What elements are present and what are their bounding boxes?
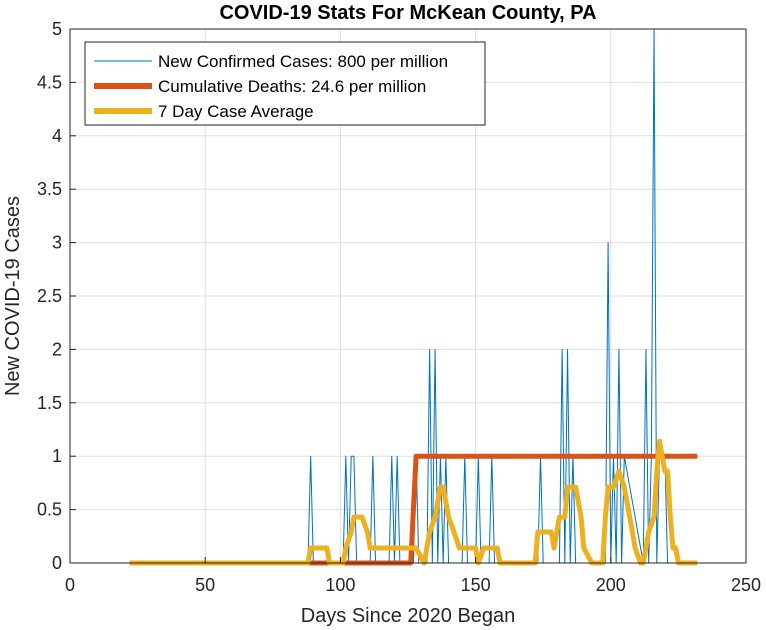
legend-label-new-cases: New Confirmed Cases: 800 per million bbox=[158, 52, 448, 71]
y-tick-label: 2 bbox=[52, 339, 62, 359]
ticks: 0 50 100 150 200 250 0 0.5 1 1.5 2 2.5 3 3.5 4 4.5 5 bbox=[37, 19, 761, 595]
x-tick-label: 100 bbox=[325, 575, 355, 595]
y-tick-label: 3.5 bbox=[37, 179, 62, 199]
y-tick-label: 5 bbox=[52, 19, 62, 39]
legend: New Confirmed Cases: 800 per million Cum… bbox=[84, 41, 486, 126]
x-tick-label: 200 bbox=[596, 575, 626, 595]
y-tick-label: 4 bbox=[52, 126, 62, 146]
y-tick-label: 2.5 bbox=[37, 286, 62, 306]
legend-label-average: 7 Day Case Average bbox=[158, 102, 314, 121]
legend-label-deaths: Cumulative Deaths: 24.6 per million bbox=[158, 77, 426, 96]
x-tick-label: 150 bbox=[461, 575, 491, 595]
chart-title: COVID-19 Stats For McKean County, PA bbox=[219, 2, 596, 24]
y-tick-label: 4.5 bbox=[37, 72, 62, 92]
x-tick-label: 0 bbox=[65, 575, 75, 595]
series-new-cases-line bbox=[129, 28, 698, 564]
y-tick-label: 3 bbox=[52, 233, 62, 253]
y-tick-label: 1.5 bbox=[37, 393, 62, 413]
x-tick-label: 50 bbox=[195, 575, 215, 595]
y-tick-label: 1 bbox=[52, 446, 62, 466]
x-axis-label: Days Since 2020 Began bbox=[301, 605, 516, 627]
y-tick-label: 0 bbox=[52, 553, 62, 573]
y-axis-label: New COVID-19 Cases bbox=[2, 196, 24, 396]
x-tick-label: 250 bbox=[731, 575, 761, 595]
y-tick-label: 0.5 bbox=[37, 500, 62, 520]
